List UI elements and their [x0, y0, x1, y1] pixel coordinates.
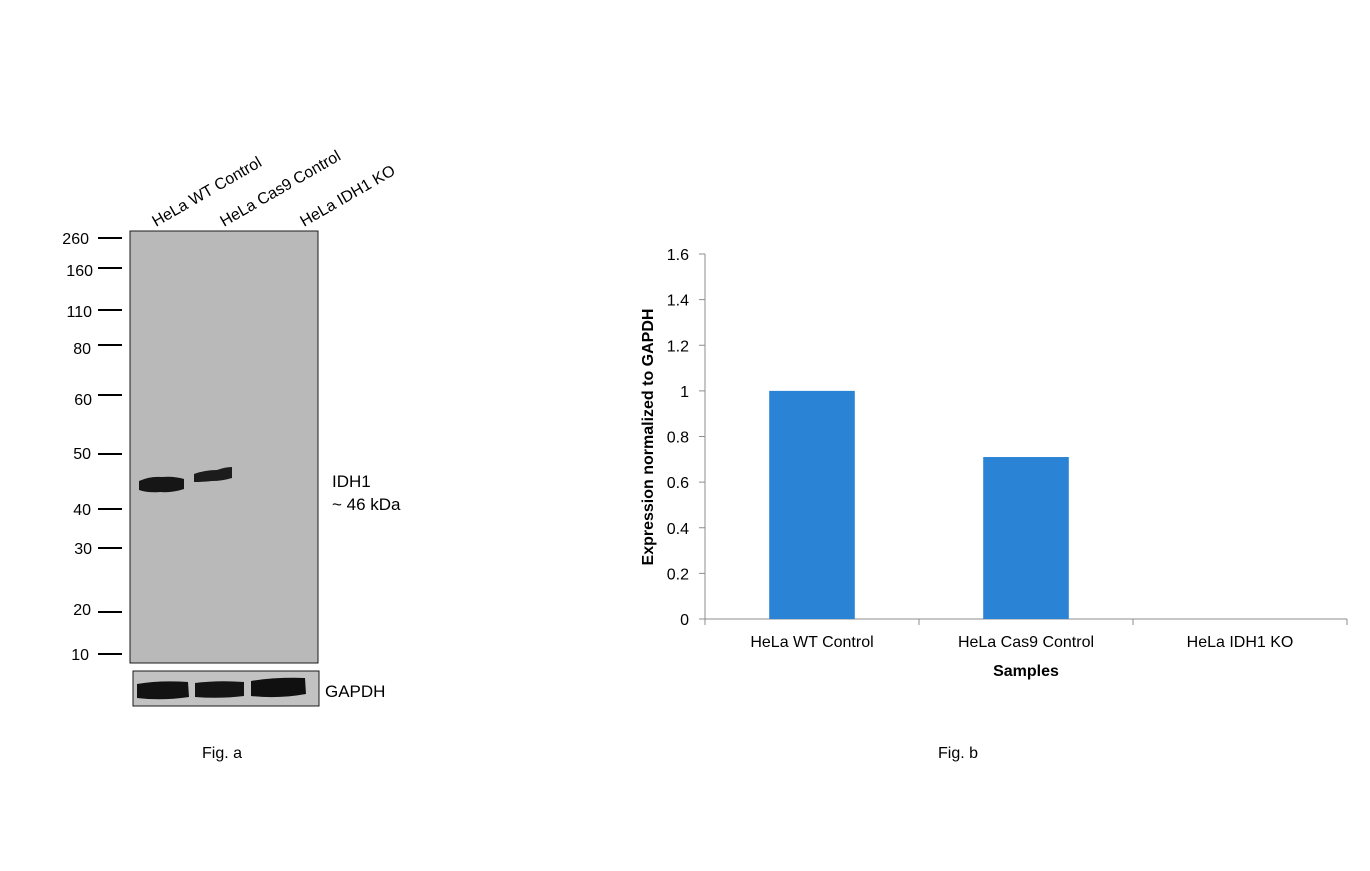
caption-fig-a: Fig. a: [202, 745, 242, 762]
y-tick-label: 0.2: [667, 566, 689, 583]
idh1-band-lane-1: [139, 476, 184, 493]
gapdh-band-lane-3: [251, 677, 306, 698]
mw-label-60: 60: [74, 392, 92, 409]
bar-chart: 00.20.40.60.811.21.41.6 HeLa WT Control H…: [640, 247, 1348, 762]
mw-label-160: 160: [66, 263, 93, 280]
x-axis-title: Samples: [993, 663, 1059, 680]
y-tick-label: 1.6: [667, 247, 689, 264]
y-tick-label: 0: [680, 612, 689, 629]
mw-label-30: 30: [74, 541, 92, 558]
x-tick-labels: HeLa WT Control HeLa Cas9 Control HeLa IDH…: [750, 634, 1293, 651]
y-tick-label: 0.4: [667, 521, 689, 538]
lane-label-1: HeLa WT Control: [150, 154, 265, 230]
mw-label-10: 10: [71, 647, 89, 664]
x-axis-ticks: [704, 619, 1348, 625]
mw-label-50: 50: [73, 446, 91, 463]
mw-label-40: 40: [73, 502, 91, 519]
mw-label-80: 80: [73, 341, 91, 358]
x-tick-label: HeLa Cas9 Control: [958, 634, 1094, 651]
gapdh-band-lane-2: [195, 681, 244, 698]
y-tick-label: 1.2: [667, 338, 689, 355]
western-blot-figure: HeLa WT Control HeLa Cas9 Control HeLa I…: [62, 148, 401, 762]
caption-fig-b: Fig. b: [938, 745, 978, 762]
x-tick-label: HeLa WT Control: [750, 634, 873, 651]
band-label: IDH1: [332, 472, 371, 491]
loading-control-label: GAPDH: [325, 682, 385, 701]
mw-markers: 260 160 110 80 60 50 40 30 20 10: [62, 231, 122, 664]
blot-panel: [129, 230, 319, 664]
mw-label-110: 110: [66, 304, 92, 321]
y-tick-label: 0.8: [667, 430, 689, 447]
bars: [769, 390, 1069, 619]
y-axis-title: Expression normalized to GAPDH: [640, 309, 657, 566]
x-tick-label: HeLa IDH1 KO: [1187, 634, 1294, 651]
y-tick-label: 1: [680, 384, 689, 401]
mw-label-260: 260: [62, 231, 89, 248]
bar: [983, 457, 1069, 619]
mw-label-20: 20: [73, 602, 91, 619]
gapdh-band-lane-1: [137, 681, 189, 700]
bar: [769, 390, 855, 619]
y-tick-label: 0.6: [667, 475, 689, 492]
idh1-band-lane-2: [194, 467, 232, 482]
y-axis-ticks: 0 0.2 0.4 0.6 0.8 1 1.2 1.4 1.6: [667, 247, 705, 629]
band-size-label: ~ 46 kDa: [332, 495, 401, 514]
y-tick-label: 1.4: [667, 293, 689, 310]
